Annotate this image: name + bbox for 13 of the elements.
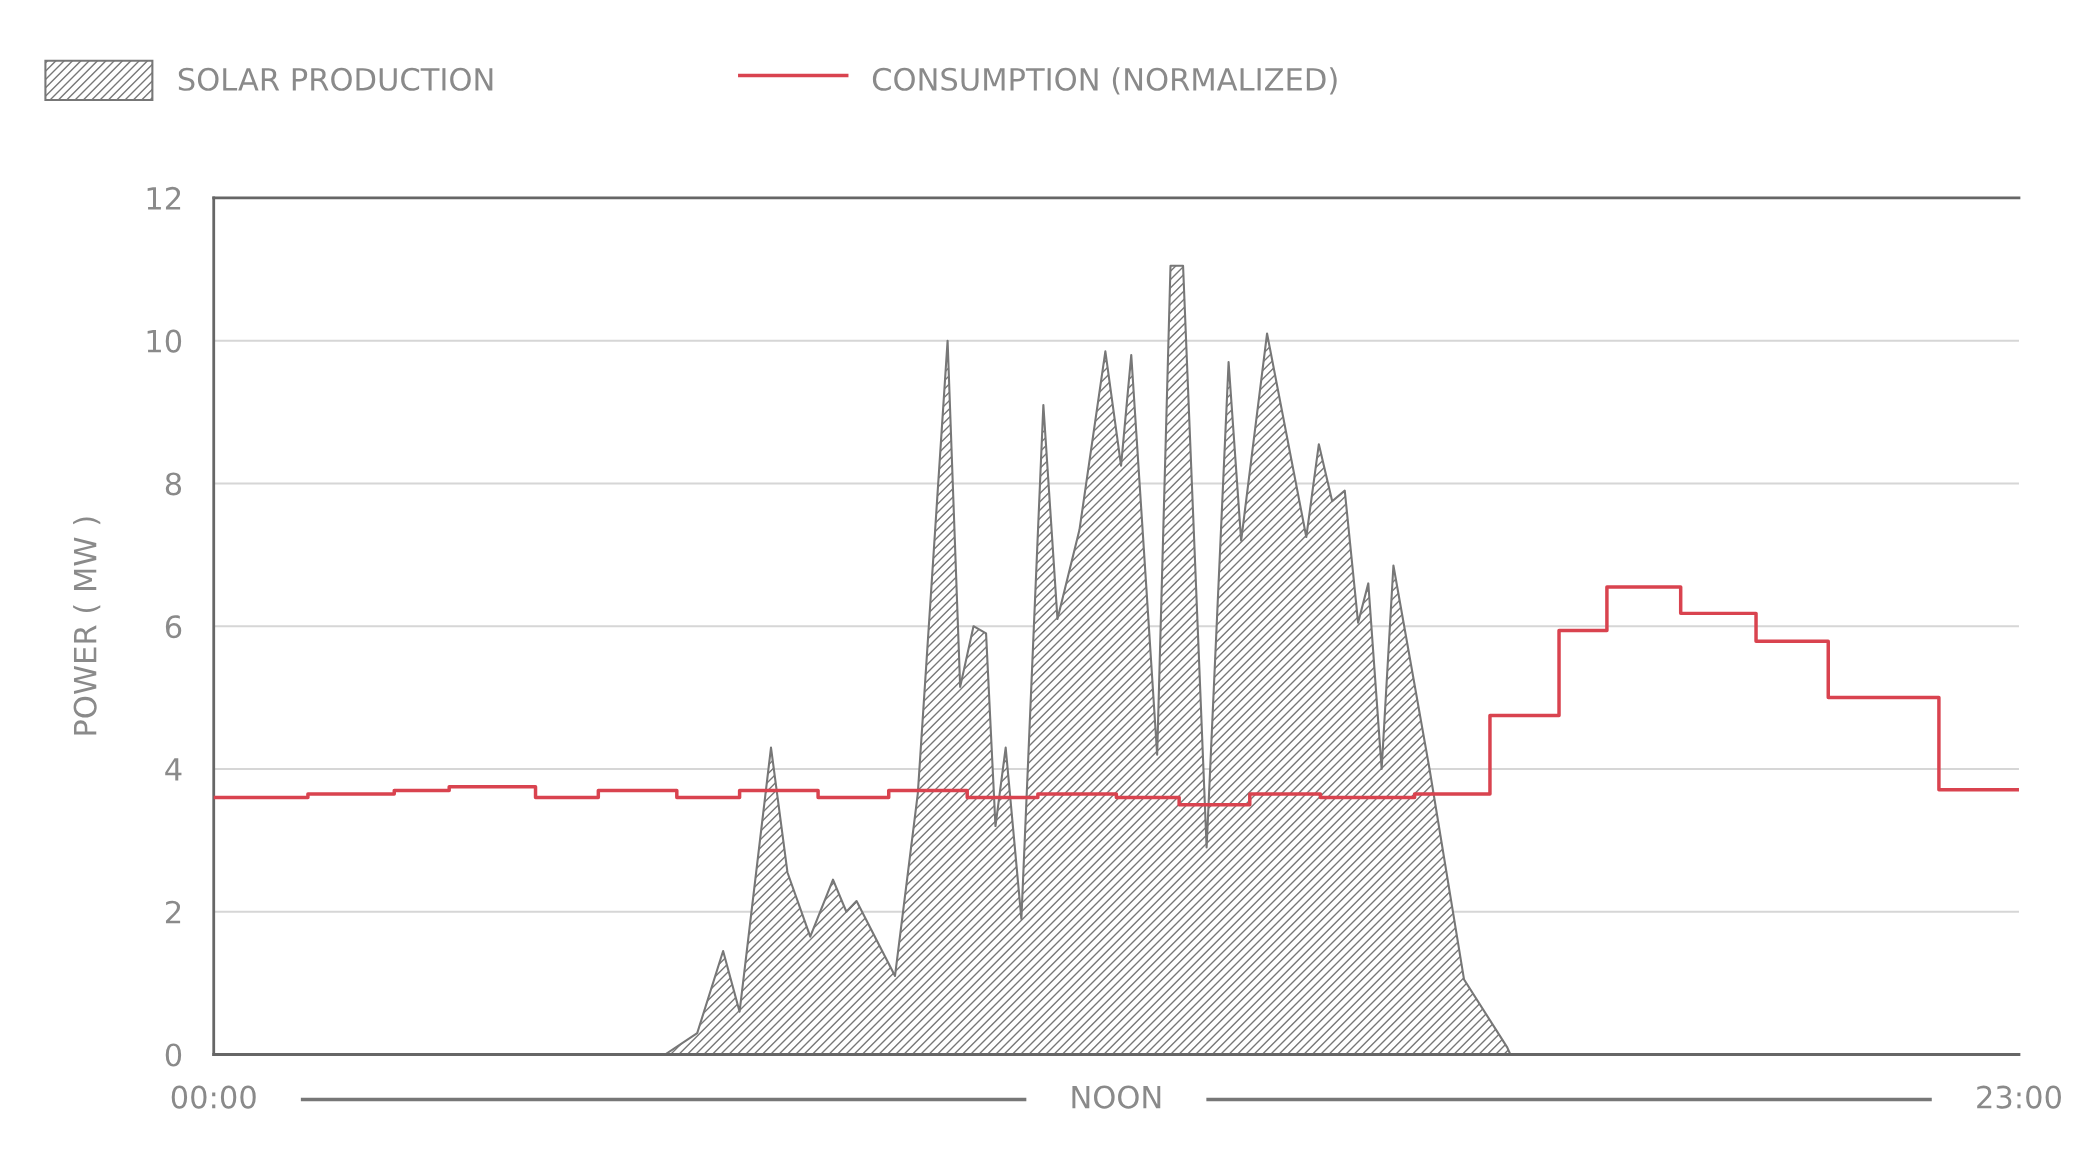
x-tick-label: 00:00 xyxy=(171,1085,256,1109)
y-tick-label: 2 xyxy=(165,900,181,924)
x-tick-label: NOON xyxy=(1072,1085,1161,1109)
y-tick-label: 12 xyxy=(147,186,181,210)
legend-label: CONSUMPTION (NORMALIZED) xyxy=(872,67,1337,95)
y-tick-label: 4 xyxy=(165,758,182,781)
y-tick-label: 0 xyxy=(165,1043,182,1067)
legend-label: SOLAR PRODUCTION xyxy=(178,67,493,91)
x-tick-label: 23:00 xyxy=(1977,1085,2061,1109)
y-tick-label: 6 xyxy=(165,615,182,639)
y-tick-label: 8 xyxy=(165,472,182,496)
y-axis-title: POWER ( MW ) xyxy=(73,517,101,735)
y-tick-label: 10 xyxy=(147,329,182,353)
